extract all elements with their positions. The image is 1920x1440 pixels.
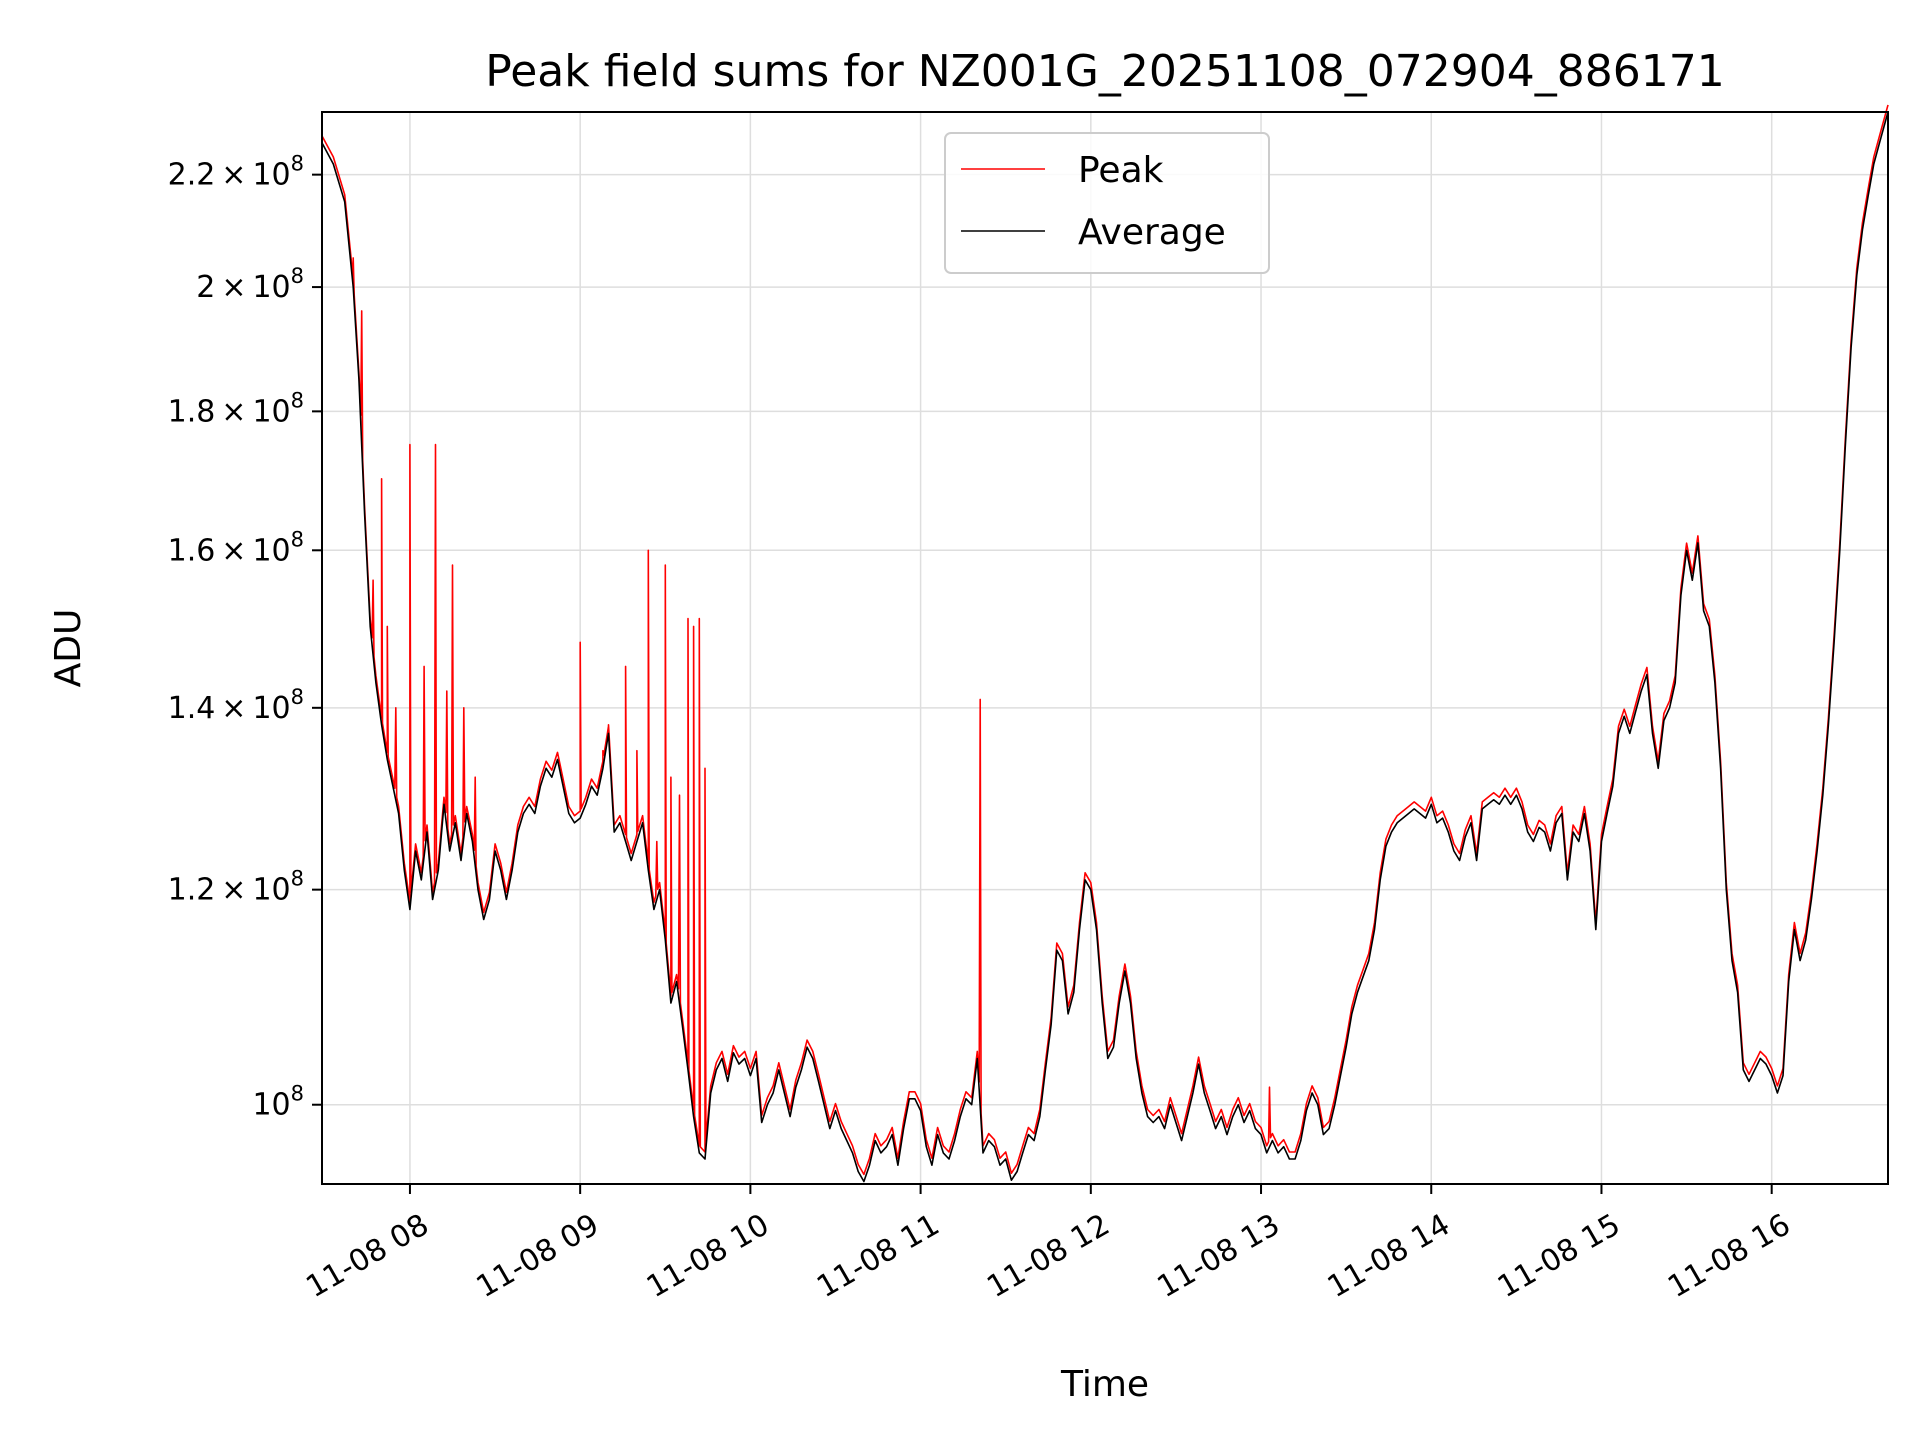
legend: Peak Average	[944, 132, 1270, 274]
y-tick-label: 1.8 × 108	[168, 388, 304, 429]
y-tick-label: 1.2 × 108	[168, 867, 304, 908]
y-tick-label: 2 × 108	[196, 264, 304, 305]
series-line-peak	[321, 104, 1889, 1176]
y-tick-label: 1.4 × 108	[168, 685, 304, 726]
legend-box	[944, 132, 1270, 274]
y-tick-label: 108	[252, 1082, 304, 1123]
y-tick-label: 1.6 × 108	[168, 527, 304, 568]
grid	[322, 112, 1888, 1184]
x-axis-label: Time	[1060, 1364, 1149, 1405]
y-axis-label: ADU	[48, 609, 89, 688]
chart-title: Peak field sums for NZ001G_20251108_0729…	[485, 46, 1724, 97]
legend-label-peak: Peak	[1078, 150, 1164, 191]
series-layer	[321, 104, 1889, 1183]
legend-label-average: Average	[1078, 212, 1226, 253]
series-line-average	[321, 111, 1889, 1183]
y-tick-label: 2.2 × 108	[168, 152, 304, 193]
plot-frame	[321, 111, 1889, 1185]
